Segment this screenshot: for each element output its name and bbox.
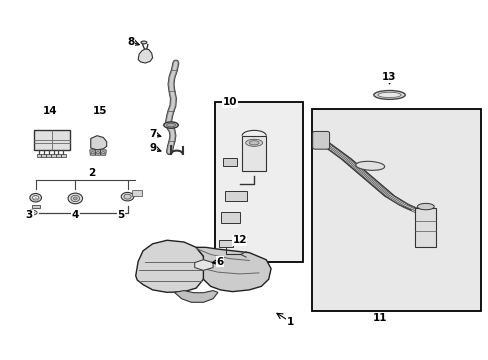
Ellipse shape bbox=[26, 210, 37, 215]
Text: 15: 15 bbox=[93, 106, 107, 116]
Polygon shape bbox=[100, 150, 106, 155]
Bar bbox=[242, 136, 265, 171]
Text: 6: 6 bbox=[216, 257, 224, 266]
Bar bbox=[46, 154, 51, 157]
Polygon shape bbox=[196, 247, 270, 292]
Bar bbox=[224, 191, 246, 201]
Polygon shape bbox=[174, 291, 218, 302]
Text: 11: 11 bbox=[372, 313, 386, 323]
Text: 12: 12 bbox=[232, 235, 246, 245]
Ellipse shape bbox=[355, 161, 384, 170]
Bar bbox=[34, 130, 70, 150]
Bar bbox=[32, 205, 40, 208]
Ellipse shape bbox=[121, 192, 134, 201]
Ellipse shape bbox=[123, 194, 131, 199]
Ellipse shape bbox=[29, 211, 34, 214]
Bar bbox=[215, 102, 302, 261]
Text: 7: 7 bbox=[149, 129, 156, 139]
Text: 8: 8 bbox=[127, 37, 134, 47]
FancyBboxPatch shape bbox=[312, 131, 329, 149]
Bar bbox=[132, 190, 142, 195]
Ellipse shape bbox=[32, 195, 39, 200]
Bar bbox=[311, 109, 480, 311]
Ellipse shape bbox=[373, 90, 405, 99]
Text: 14: 14 bbox=[43, 106, 58, 116]
Text: 1: 1 bbox=[286, 317, 293, 327]
Polygon shape bbox=[95, 150, 101, 155]
Bar bbox=[61, 154, 65, 157]
Ellipse shape bbox=[416, 203, 433, 210]
Ellipse shape bbox=[166, 123, 175, 127]
Bar bbox=[41, 154, 46, 157]
Ellipse shape bbox=[30, 193, 41, 202]
Ellipse shape bbox=[73, 197, 77, 200]
Ellipse shape bbox=[96, 152, 100, 154]
Ellipse shape bbox=[249, 141, 259, 145]
Bar bbox=[219, 239, 232, 247]
Ellipse shape bbox=[141, 41, 146, 44]
Polygon shape bbox=[136, 240, 205, 292]
Bar bbox=[56, 154, 61, 157]
Ellipse shape bbox=[68, 193, 82, 204]
Text: 5: 5 bbox=[117, 211, 124, 220]
Polygon shape bbox=[194, 260, 213, 270]
Bar bbox=[223, 158, 237, 166]
Text: 2: 2 bbox=[88, 168, 96, 178]
Bar bbox=[414, 208, 435, 247]
Text: 3: 3 bbox=[26, 211, 33, 220]
Ellipse shape bbox=[377, 92, 400, 98]
Text: 10: 10 bbox=[223, 97, 237, 107]
Text: 9: 9 bbox=[149, 143, 156, 153]
Ellipse shape bbox=[71, 195, 80, 202]
Ellipse shape bbox=[91, 152, 94, 154]
Ellipse shape bbox=[245, 139, 262, 146]
Bar bbox=[37, 154, 41, 157]
Bar bbox=[221, 212, 239, 222]
Polygon shape bbox=[90, 150, 95, 155]
Polygon shape bbox=[138, 49, 152, 63]
Bar bbox=[51, 154, 56, 157]
Text: 4: 4 bbox=[71, 211, 79, 220]
Polygon shape bbox=[91, 136, 106, 150]
Text: 13: 13 bbox=[382, 72, 396, 82]
Ellipse shape bbox=[102, 152, 105, 154]
Ellipse shape bbox=[163, 122, 178, 128]
